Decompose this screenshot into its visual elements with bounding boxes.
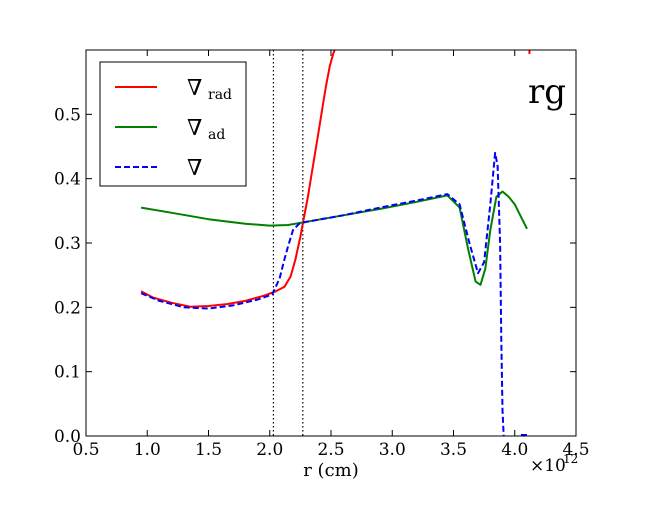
y-tick-label: 0.2 [54,298,81,318]
x-scale-exponent: 12 [563,452,578,466]
x-tick-label: 3.0 [379,440,406,460]
x-tick-label: 2.5 [317,440,344,460]
series-lines [140,50,531,436]
axis-ticks: 0.5 1.0 1.5 2.0 2.5 3.0 3.5 4.0 4.5 0.0 0.1 0.2 0.3 0… [54,50,590,460]
y-tick-label: 0.3 [54,234,81,254]
panel-label: rg [528,72,566,112]
x-scale-multiplier: ×10 [530,456,566,476]
y-tick-label: 0.5 [54,105,81,125]
x-tick-label: 1.0 [134,440,161,460]
vertical-reference-lines [272,50,304,436]
x-tick-label: 1.5 [195,440,222,460]
x-tick-label: 4.0 [501,440,528,460]
legend-subscript-rad: rad [208,87,232,103]
legend-label-nabla: ∇ [187,156,202,181]
legend: ∇ rad ∇ ad ∇ [99,61,247,187]
x-tick-label: 4.5 [562,440,589,460]
legend-box [99,61,247,187]
plot-frame [85,49,577,437]
y-tick-label: 0.1 [54,363,81,383]
y-tick-label: 0.4 [54,170,81,190]
legend-label-ad: ∇ [187,116,202,141]
legend-subscript-ad: ad [208,127,225,143]
x-tick-label: 0.5 [72,440,99,460]
series-line-nabla [140,151,505,436]
legend-label-rad: ∇ [187,76,202,101]
x-tick-label: 3.5 [440,440,467,460]
series-line-rad [140,50,336,308]
y-tick-label: 0.0 [54,427,81,447]
x-tick-label: 2.0 [256,440,283,460]
x-axis-label: r (cm) [303,460,359,481]
